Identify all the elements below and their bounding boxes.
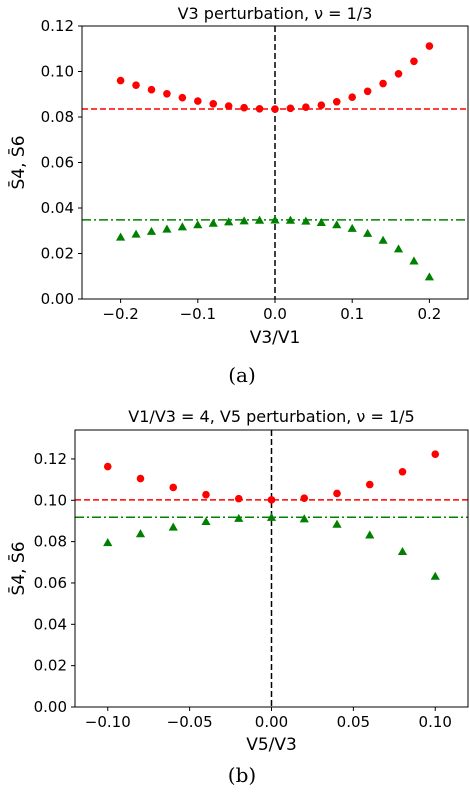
y-tick-label: 0.10: [34, 491, 67, 509]
circle-point: [394, 69, 403, 78]
triangle-point: [116, 232, 126, 241]
triangle-point: [285, 215, 296, 224]
x-tick-label: 0.10: [419, 713, 452, 731]
y-tick-label: 0.00: [41, 290, 74, 308]
triangle-point: [168, 522, 178, 531]
y-tick-label: 0.00: [34, 698, 67, 716]
circle-point: [163, 89, 171, 98]
triangle-point: [146, 226, 157, 235]
circle-point: [178, 93, 187, 102]
x-tick-label: 0.2: [417, 305, 441, 323]
triangle-point: [332, 220, 342, 229]
triangle-point: [363, 228, 373, 237]
y-tick-label: 0.02: [41, 245, 74, 263]
triangle-point: [332, 519, 342, 528]
triangle-point: [224, 217, 234, 226]
circle-point: [267, 496, 276, 504]
y-tick-label: 0.08: [34, 533, 67, 551]
circle-point: [132, 81, 140, 89]
circle-point: [365, 480, 374, 489]
triangle-point: [424, 272, 434, 281]
triangle-point: [270, 215, 280, 224]
x-tick-label: −0.10: [85, 713, 131, 731]
triangle-point: [430, 571, 440, 580]
x-axis-label: V5/V3: [246, 735, 297, 755]
y-axis-label: S̄4, S̄6: [7, 541, 29, 595]
y-tick-label: 0.10: [41, 63, 74, 81]
y-axis-label: S̄4, S̄6: [7, 135, 29, 189]
circle-point: [332, 97, 341, 106]
circle-point: [136, 474, 145, 483]
circle-point: [317, 101, 326, 109]
chart-title: V1/V3 = 4, V5 perturbation, ν = 1/5: [128, 407, 414, 426]
triangle-point: [316, 217, 326, 227]
circle-point: [379, 79, 387, 88]
triangle-point: [103, 538, 113, 547]
y-tick-label: 0.12: [34, 450, 67, 468]
triangle-point: [266, 512, 277, 521]
triangle-point: [201, 516, 211, 526]
x-tick-label: −0.05: [167, 713, 213, 731]
circle-point: [363, 87, 372, 96]
circle-point: [425, 42, 434, 50]
circle-point: [255, 105, 264, 113]
triangle-point: [301, 216, 311, 225]
x-tick-label: 0.05: [337, 713, 370, 731]
circle-point: [234, 494, 243, 503]
panel-caption: (b): [228, 763, 256, 787]
circle-point: [240, 103, 248, 112]
triangle-point: [131, 229, 141, 238]
triangle-point: [135, 529, 146, 538]
circle-point: [333, 489, 341, 498]
x-tick-label: 0.1: [340, 305, 364, 323]
triangle-point: [239, 216, 249, 225]
y-tick-label: 0.06: [41, 154, 74, 172]
circle-point: [431, 450, 440, 458]
triangle-point: [254, 215, 265, 224]
circle-point: [410, 57, 418, 66]
y-tick-label: 0.04: [41, 199, 74, 217]
circle-point: [169, 483, 178, 492]
x-axis-label: V3/V1: [250, 328, 301, 348]
y-tick-label: 0.06: [34, 574, 67, 592]
circle-point: [103, 462, 112, 471]
panel-a: −0.2 −0.1 0.0 0.1 0.2 0.00 0.02 0.04 0.06 0.08 0.1…: [7, 4, 469, 387]
circle-point: [147, 85, 156, 94]
circle-point: [398, 467, 407, 476]
triangle-point: [299, 514, 309, 523]
circle-point: [348, 93, 357, 102]
x-tick-label: 0.0: [263, 305, 287, 323]
circle-point: [116, 76, 125, 85]
y-tick-label: 0.04: [34, 615, 67, 633]
triangle-point: [378, 235, 388, 244]
y-tick-label: 0.08: [41, 108, 74, 126]
circle-point: [286, 104, 295, 113]
x-tick-label: 0.00: [255, 713, 288, 731]
x-tick-label: −0.2: [102, 305, 138, 323]
circle-point: [300, 494, 309, 503]
triangle-point: [162, 224, 172, 233]
triangle-point: [193, 220, 203, 229]
chart-title: V3 perturbation, ν = 1/3: [178, 4, 373, 23]
triangle-point: [208, 218, 218, 227]
triangle-point: [347, 223, 357, 232]
circle-point: [209, 100, 218, 108]
triangle-point: [397, 546, 408, 555]
circle-point: [302, 103, 310, 112]
triangle-point: [393, 244, 404, 253]
y-tick-label: 0.12: [41, 17, 74, 35]
triangle-point: [234, 513, 244, 522]
circle-point: [194, 97, 202, 105]
panel-b: −0.10 −0.05 0.00 0.05 0.10 0.00 0.02 0.04 0.06 0.…: [7, 407, 469, 787]
panel-caption: (a): [228, 363, 256, 387]
circle-point: [271, 105, 279, 113]
y-tick-label: 0.02: [34, 657, 67, 675]
x-tick-label: −0.1: [180, 305, 216, 323]
triangle-point: [409, 256, 419, 265]
triangle-point: [177, 222, 187, 231]
triangle-point: [365, 530, 375, 539]
circle-point: [224, 102, 233, 110]
circle-point: [202, 490, 210, 499]
